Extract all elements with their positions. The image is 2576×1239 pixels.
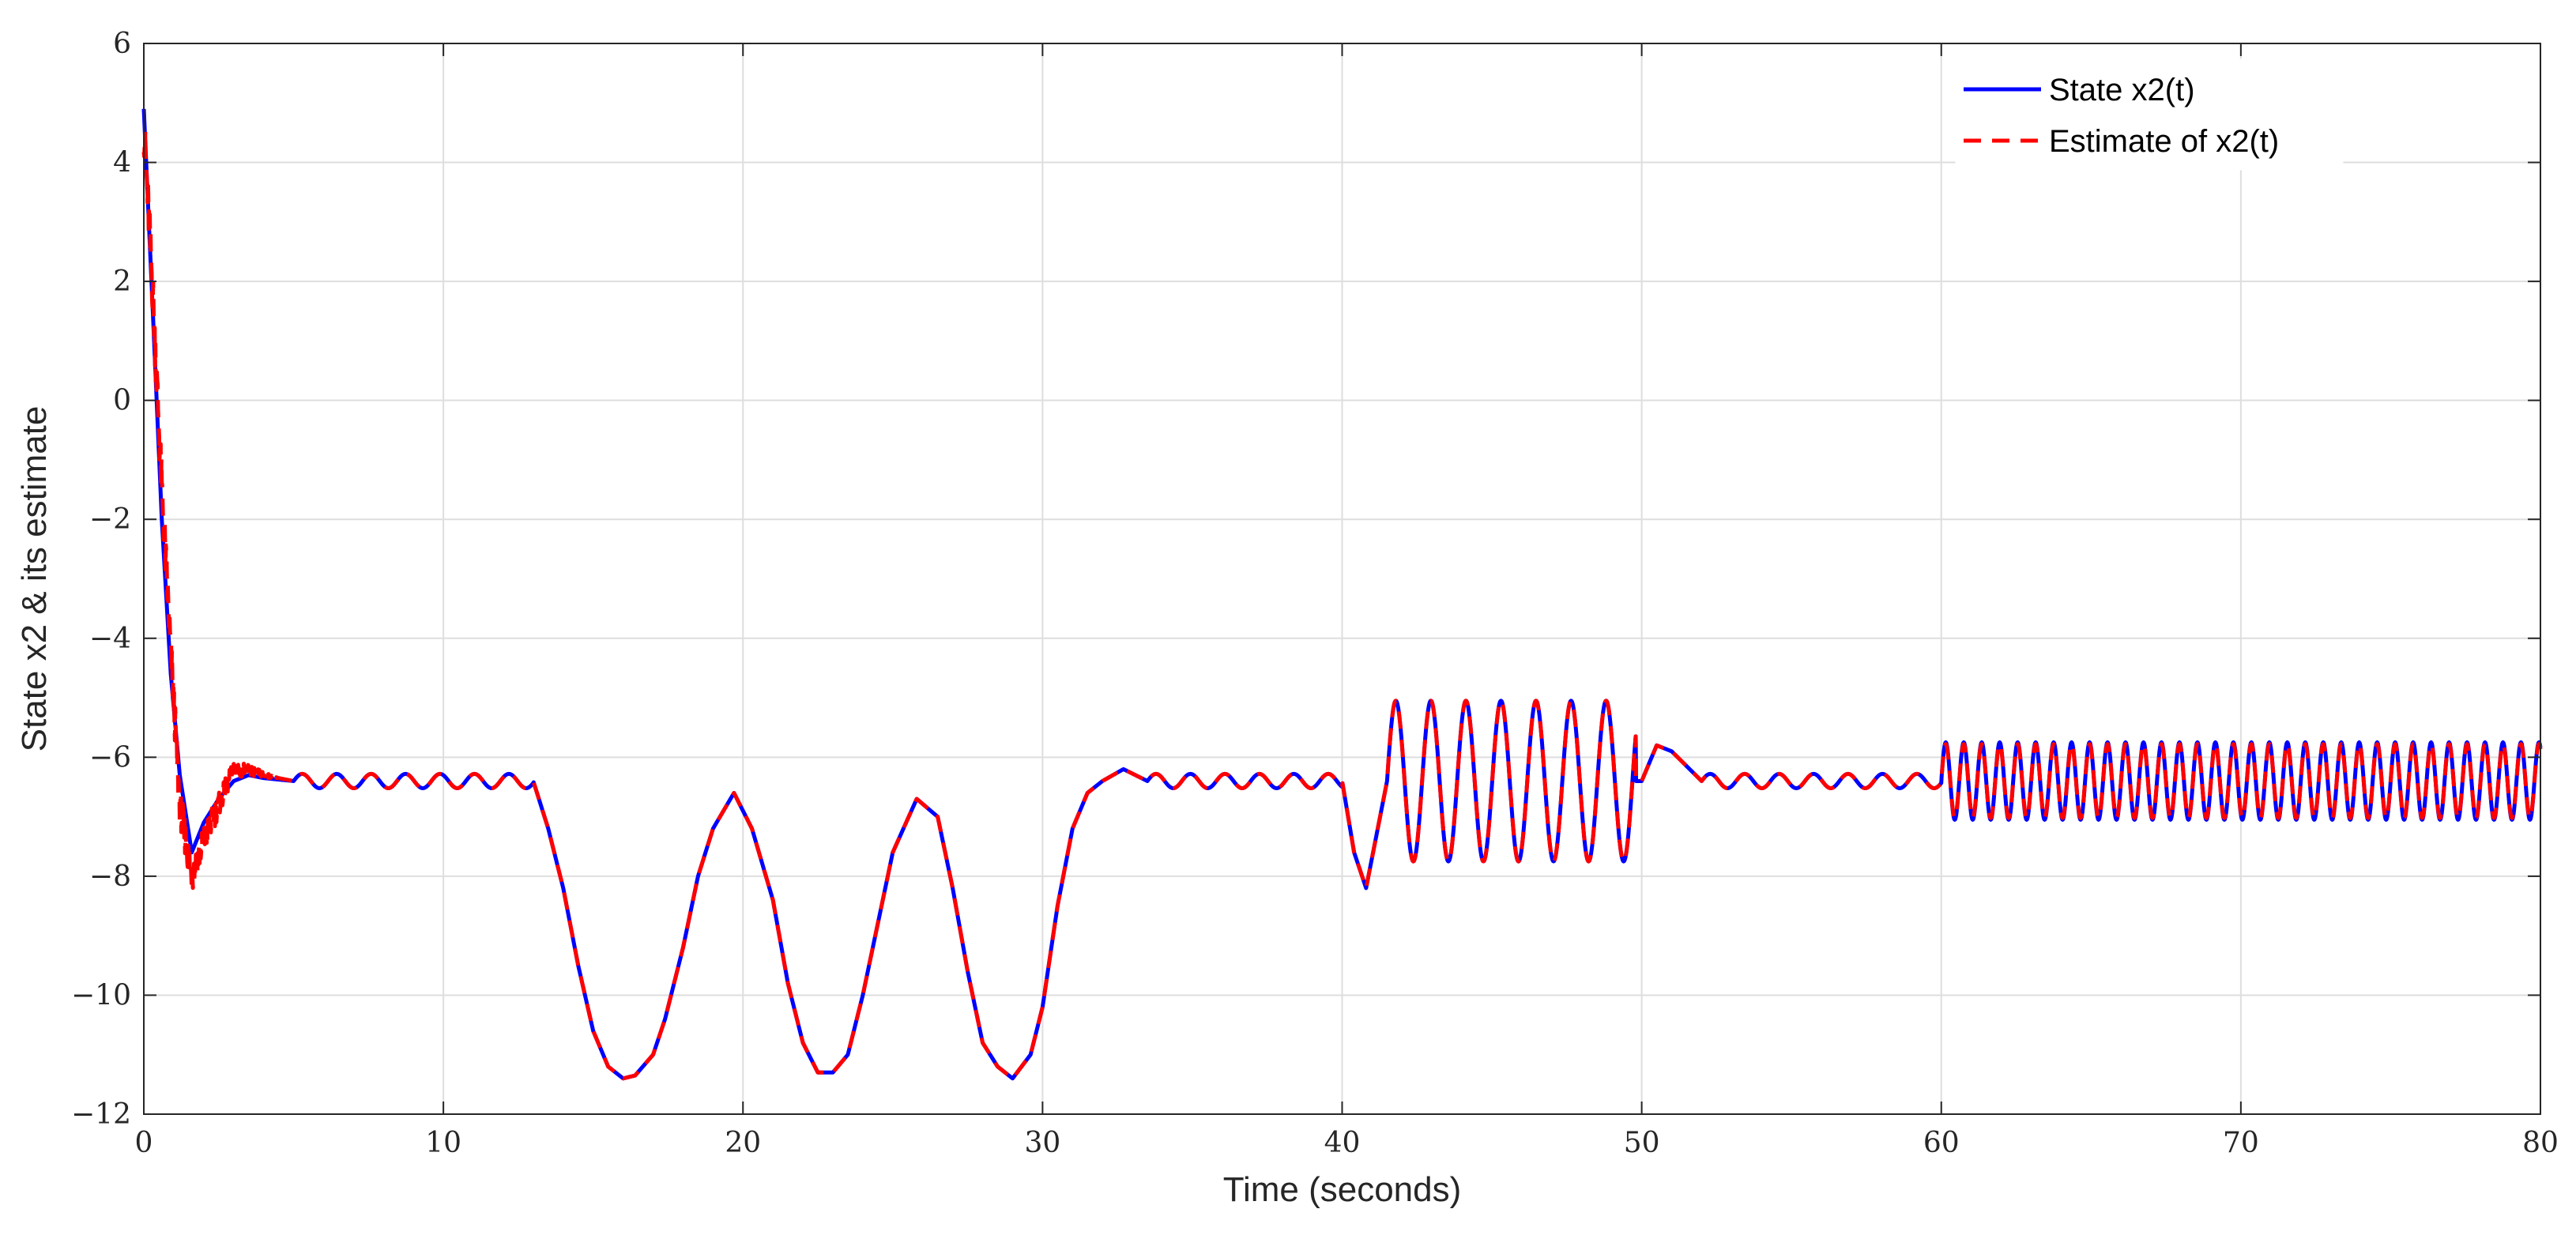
x-tick-label: 30 [1024, 1127, 1060, 1159]
y-tick-label: −4 [89, 623, 131, 655]
y-tick-label: −10 [71, 979, 131, 1011]
x-axis-label: Time (seconds) [1223, 1170, 1462, 1209]
y-tick-label: 0 [113, 385, 131, 417]
y-tick-label: 4 [113, 147, 131, 179]
y-tick-label: −12 [71, 1098, 131, 1131]
x-tick-label: 50 [1624, 1127, 1660, 1159]
series-line-estimate [141, 129, 2543, 1081]
x-tick-label: 70 [2223, 1127, 2259, 1159]
legend-label-estimate: Estimate of x2(t) [2049, 124, 2279, 159]
x-tick-labels: 0 10 20 30 40 50 60 70 80 [135, 1127, 2559, 1159]
legend-label-state: State x2(t) [2049, 73, 2195, 107]
legend: State x2(t) Estimate of x2(t) [1955, 58, 2344, 171]
series-layer [141, 108, 2543, 1081]
x-tick-label: 20 [725, 1127, 761, 1159]
x-tick-label: 80 [2522, 1127, 2559, 1159]
y-tick-label: −2 [89, 503, 131, 536]
y-tick-label: 2 [113, 266, 131, 298]
y-tick-label: −6 [89, 741, 131, 774]
legend-box [1955, 58, 2344, 171]
x-tick-label: 0 [135, 1127, 153, 1159]
y-tick-label: −8 [89, 861, 131, 893]
y-axis-label: State x2 & its estimate [15, 406, 54, 752]
y-tick-labels: −12 −10 −8 −6 −4 −2 0 2 4 6 [71, 28, 131, 1131]
x-tick-label: 10 [425, 1127, 461, 1159]
axis-ticks [143, 43, 2541, 1115]
x-tick-label: 60 [1923, 1127, 1960, 1159]
x-tick-label: 40 [1324, 1127, 1361, 1159]
y-tick-label: 6 [113, 28, 131, 60]
